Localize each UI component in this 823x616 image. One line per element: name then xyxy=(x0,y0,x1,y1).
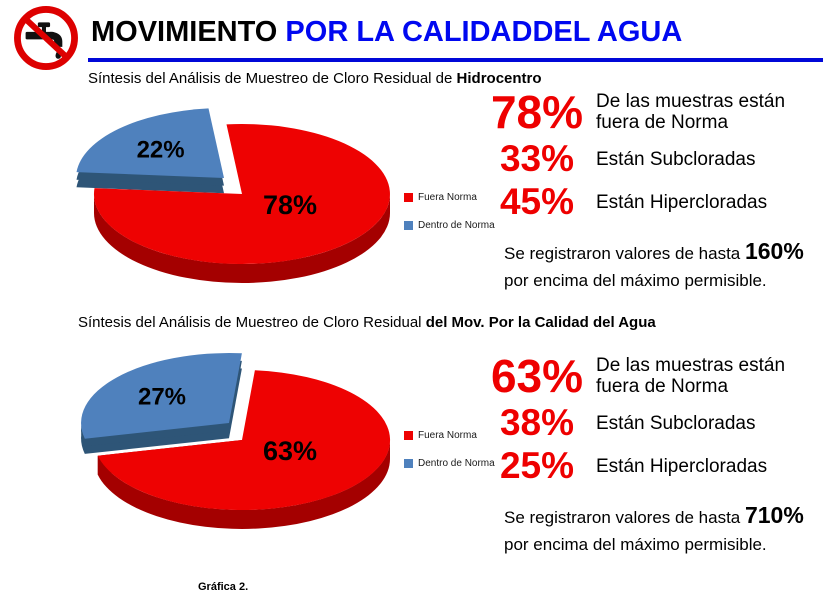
legend-2: Fuera Norma Dentro de Norma xyxy=(404,430,495,486)
stat-label: De las muestras están fuera de Norma xyxy=(596,354,786,398)
section1-title: Síntesis del Análisis de Muestreo de Clo… xyxy=(88,70,542,87)
stat-value: 63% xyxy=(490,350,584,402)
note-value: 160% xyxy=(744,237,804,264)
legend-label-fuera: Fuera Norma xyxy=(418,192,477,203)
note-value: 710% xyxy=(744,501,804,528)
stat-label: Están Hipercloradas xyxy=(596,191,768,213)
stat-row: 63% De las muestras están fuera de Norma xyxy=(478,350,823,402)
legend-label-dentro: Dentro de Norma xyxy=(418,220,495,231)
stat-label: De las muestras están fuera de Norma xyxy=(596,90,786,134)
legend-item-fuera-norma: Fuera Norma xyxy=(404,192,495,203)
section1-title-regular: Síntesis del Análisis de Muestreo de Clo… xyxy=(88,70,457,87)
legend-label-dentro: Dentro de Norma xyxy=(418,458,495,469)
header-divider xyxy=(88,58,823,62)
legend-1: Fuera Norma Dentro de Norma xyxy=(404,192,495,248)
legend-swatch-blue xyxy=(404,459,413,468)
no-water-logo-icon xyxy=(14,6,78,70)
pie-slice-fuera-side xyxy=(97,440,391,529)
note-2: Se registraron valores de hasta 710% por… xyxy=(504,498,809,558)
legend-swatch-red xyxy=(404,193,413,202)
page-title-black: MOVIMIENTO xyxy=(91,16,286,48)
stat-value: 78% xyxy=(490,86,584,138)
stat-value: 33% xyxy=(499,138,575,180)
stat-row: 33% Están Subcloradas xyxy=(478,138,823,180)
legend-item-fuera-norma: Fuera Norma xyxy=(404,430,495,441)
stat-row: 78% De las muestras están fuera de Norma xyxy=(478,86,823,138)
pie-slice-dentro xyxy=(76,108,224,178)
note-prefix: Se registraron valores de hasta xyxy=(504,243,745,263)
note-suffix: por encima del máximo permisible. xyxy=(504,535,767,555)
pie-label-dentro: 27% xyxy=(138,383,186,410)
stat-value: 25% xyxy=(499,445,575,487)
stats-1: 78% De las muestras están fuera de Norma… xyxy=(478,88,823,294)
stat-row: 25% Están Hipercloradas xyxy=(478,445,823,487)
legend-swatch-blue xyxy=(404,221,413,230)
pie-slice-fuera-side xyxy=(94,194,390,283)
pie-slice-dentro xyxy=(81,353,242,439)
pie-slice-fuera xyxy=(97,370,391,511)
stat-label: Están Subcloradas xyxy=(596,413,756,435)
note-1: Se registraron valores de hasta 160% por… xyxy=(504,234,809,294)
section2-title-bold: del Mov. Por la Calidad del Agua xyxy=(425,314,656,331)
pie-label-dentro: 22% xyxy=(137,137,185,164)
figure-caption: Gráfica 2. xyxy=(198,581,249,593)
pie-chart-movimiento: 63% 27% xyxy=(81,353,391,529)
pie-chart-hidrocentro: 78% 22% xyxy=(76,108,390,283)
stat-label: Están Subcloradas xyxy=(596,149,756,171)
section1-title-bold: Hidrocentro xyxy=(456,70,542,87)
stat-label: Están Hipercloradas xyxy=(596,455,768,477)
stat-row: 45% Están Hipercloradas xyxy=(478,181,823,223)
legend-item-dentro-norma: Dentro de Norma xyxy=(404,220,495,231)
prohibition-slash xyxy=(24,18,68,59)
page-title-blue: POR LA CALIDADDEL AGUA xyxy=(285,16,683,48)
page-title: MOVIMIENTO POR LA CALIDADDEL AGUA xyxy=(91,16,682,49)
note-prefix: Se registraron valores de hasta xyxy=(504,507,745,527)
note-suffix: por encima del máximo permisible. xyxy=(504,271,767,291)
section2-title-regular: Síntesis del Análisis de Muestreo de Clo… xyxy=(78,314,426,331)
section2-title: Síntesis del Análisis de Muestreo de Clo… xyxy=(78,314,656,331)
stats-2: 63% De las muestras están fuera de Norma… xyxy=(478,352,823,558)
pie-label-fuera: 78% xyxy=(263,190,317,220)
stat-row: 38% Están Subcloradas xyxy=(478,402,823,444)
pie-label-fuera: 63% xyxy=(263,436,317,466)
legend-label-fuera: Fuera Norma xyxy=(418,430,477,441)
legend-swatch-red xyxy=(404,431,413,440)
stat-value: 38% xyxy=(499,402,575,444)
pie-slice-fuera xyxy=(93,124,390,265)
stat-value: 45% xyxy=(499,181,575,223)
legend-item-dentro-norma: Dentro de Norma xyxy=(404,458,495,469)
